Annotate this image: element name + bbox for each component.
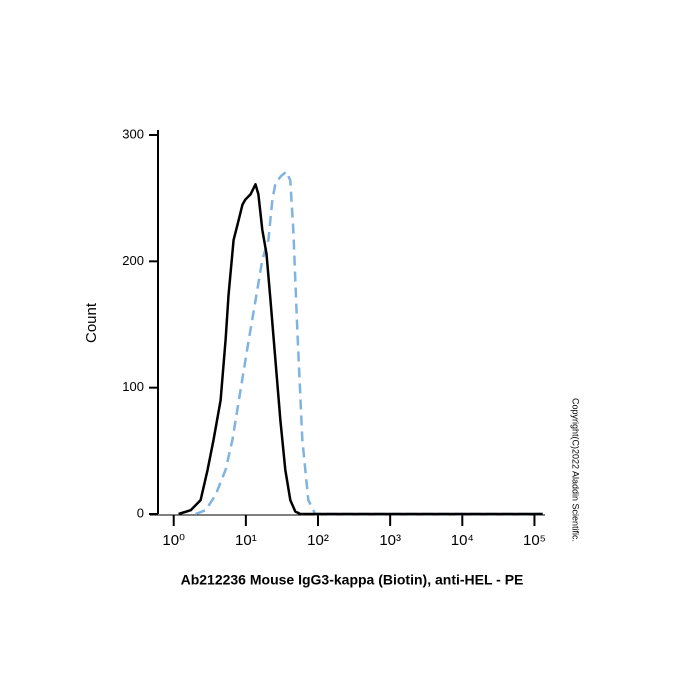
- histogram-line: [178, 183, 543, 516]
- x-tick-label: 10⁴: [451, 532, 474, 549]
- y-tick-label: 300: [122, 126, 144, 141]
- copyright: Copyright(C)2022 Aladdin Scientific.: [571, 398, 581, 542]
- histogram-line: [195, 170, 543, 516]
- y-axis-label: Count: [83, 302, 100, 343]
- y-tick-label: 200: [122, 253, 144, 268]
- x-tick-label: 10³: [379, 532, 401, 549]
- x-tick-label: 10²: [307, 532, 329, 549]
- x-tick-label: 10¹: [235, 532, 257, 549]
- y-tick-label: 0: [137, 505, 144, 520]
- x-tick-label: 10⁰: [162, 532, 185, 549]
- y-tick-label: 100: [122, 379, 144, 394]
- x-axis-label: Ab212236 Mouse IgG3-kappa (Biotin), anti…: [181, 572, 524, 588]
- x-tick-label: 10⁵: [523, 532, 546, 549]
